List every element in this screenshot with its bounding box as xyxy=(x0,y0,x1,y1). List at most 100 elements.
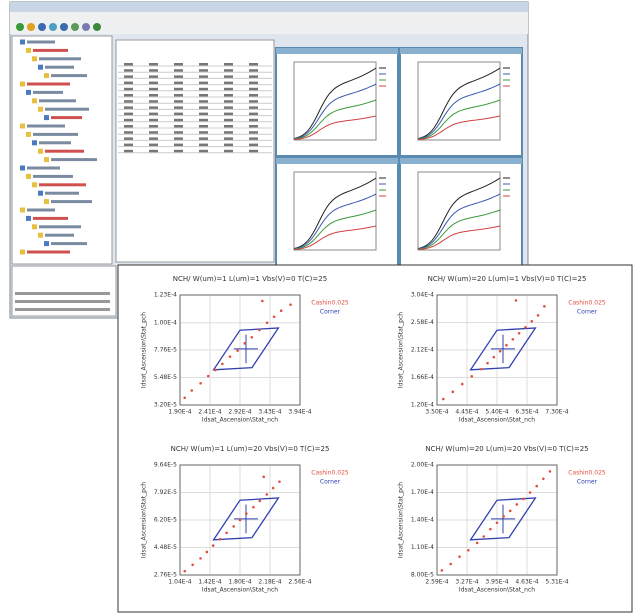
icon[interactable] xyxy=(60,23,68,31)
tree-icon xyxy=(32,98,37,104)
scatter-point xyxy=(183,569,187,573)
x-tick-label: 2.18E-4 xyxy=(258,579,281,586)
icon[interactable] xyxy=(27,23,35,31)
scatter-point xyxy=(258,499,262,503)
scatter-point xyxy=(191,563,194,567)
table-cell xyxy=(124,63,133,66)
table-cell xyxy=(249,69,258,72)
scatter-point xyxy=(535,484,539,488)
x-tick-label: 1.80E-4 xyxy=(228,579,251,586)
table-cell xyxy=(224,87,233,91)
scatter-point xyxy=(517,331,521,335)
scatter-panel xyxy=(117,264,633,613)
plot-titlebar xyxy=(276,48,398,54)
app-window xyxy=(9,1,529,319)
scatter-point xyxy=(486,361,489,365)
plot-titlebar xyxy=(400,48,522,54)
tree-icon xyxy=(32,140,37,146)
tree-icon xyxy=(20,123,25,129)
y-axis-label: Idsat_Ascension\Stat_pch xyxy=(141,312,148,388)
y-tick-label: 3.04E-4 xyxy=(411,292,434,299)
table-cell xyxy=(249,112,258,116)
tree-icon xyxy=(44,73,49,79)
table-cell xyxy=(249,131,258,134)
table-cell xyxy=(249,137,258,140)
table-cell xyxy=(149,118,158,122)
table-cell xyxy=(224,81,233,85)
table-cell xyxy=(174,125,183,128)
plot-title: NCH/ W(um)=20 L(um)=20 Vbs(V)=0 T(C)=25 xyxy=(425,445,588,453)
table-cell xyxy=(174,94,183,97)
curve xyxy=(293,115,377,140)
axes-frame xyxy=(436,294,558,406)
table-cell xyxy=(124,100,133,103)
tree-label xyxy=(51,116,82,120)
table-cell xyxy=(124,118,133,122)
plot-frame xyxy=(417,61,501,141)
y-tick-label: 7.76E-5 xyxy=(154,346,177,353)
table-cell xyxy=(199,75,208,78)
tree-icon xyxy=(44,115,49,121)
icon[interactable] xyxy=(93,23,101,31)
scatter-point xyxy=(489,527,492,531)
tree-icon xyxy=(44,241,49,247)
legend-entry: Cashin0.025 xyxy=(568,300,606,307)
scatter-point xyxy=(467,548,470,552)
curve xyxy=(293,209,377,250)
table-cell xyxy=(224,125,233,128)
log-lines xyxy=(15,292,110,311)
curve xyxy=(417,209,501,250)
scatter-point xyxy=(511,337,515,341)
tree-icon xyxy=(38,64,43,70)
table-cell xyxy=(249,81,258,85)
corner-box xyxy=(212,497,280,541)
icon[interactable] xyxy=(16,23,24,31)
table-cell xyxy=(174,106,183,109)
table-cell xyxy=(224,118,233,122)
table-cell xyxy=(124,87,133,91)
x-tick-label: 3.27E-4 xyxy=(455,579,478,586)
scatter-point xyxy=(530,320,534,323)
y-axis-label: Idsat_Ascension\Stat_pch xyxy=(141,482,148,558)
plot-window xyxy=(399,47,523,157)
tree-label xyxy=(27,40,55,44)
table-cell xyxy=(124,106,133,109)
y-tick-label: 1.10E-4 xyxy=(411,544,434,551)
scatter-point xyxy=(505,343,508,347)
table-cell xyxy=(199,69,208,72)
scatter-point xyxy=(190,389,194,392)
y-tick-label: 2.58E-4 xyxy=(411,319,434,326)
icon[interactable] xyxy=(82,23,90,31)
tree-label xyxy=(39,183,86,187)
table-cell xyxy=(149,94,158,97)
table-cell xyxy=(149,75,158,78)
table-cell xyxy=(124,81,133,85)
axes-frame xyxy=(179,294,301,406)
icon[interactable] xyxy=(71,23,79,31)
table-cell xyxy=(249,125,258,128)
tree-label xyxy=(33,48,68,52)
tree-label xyxy=(27,82,70,86)
scatter-point xyxy=(515,503,519,506)
tree-icon xyxy=(38,190,43,196)
scatter-point xyxy=(524,325,527,329)
scatter-point xyxy=(199,381,202,385)
tree-label xyxy=(45,191,79,195)
scatter-point xyxy=(261,299,264,303)
icon[interactable] xyxy=(38,23,46,31)
table-cell xyxy=(199,112,208,116)
table-cell xyxy=(224,106,233,109)
table-cell xyxy=(149,149,158,153)
tree-label xyxy=(33,90,63,94)
x-tick-label: 4.45E-4 xyxy=(455,409,478,416)
scatter-point xyxy=(522,497,525,501)
table-cell xyxy=(149,137,158,140)
table-cell xyxy=(124,94,133,97)
icon[interactable] xyxy=(49,23,57,31)
curve xyxy=(417,177,501,250)
table-cell xyxy=(149,100,158,103)
y-axis-label: Idsat_Ascension\Stat_pch xyxy=(398,482,405,558)
tree-icon xyxy=(44,157,49,163)
table-cell xyxy=(174,131,183,134)
